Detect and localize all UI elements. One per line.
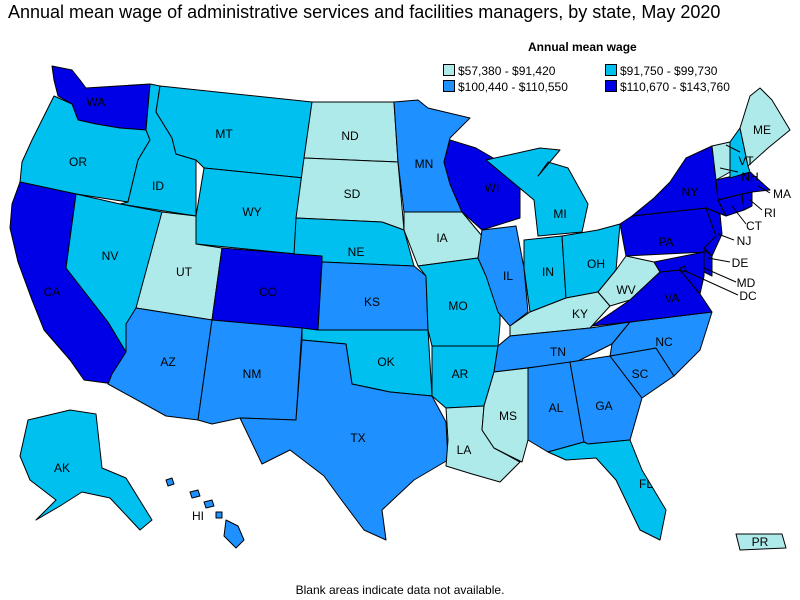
- state-label-wa: WA: [87, 95, 106, 109]
- legend-swatch-bin-2: [605, 64, 617, 76]
- state-label-ne: NE: [348, 245, 365, 259]
- state-label-hi: HI: [192, 509, 204, 523]
- legend-label-bin-3: $100,440 - $110,550: [458, 80, 568, 94]
- legend-swatch-bin-4: [605, 80, 617, 92]
- legend-swatch-bin-3: [443, 80, 455, 92]
- state-labels: WA OR CA ID NV MT WY UT AZ CO NM ND SD N…: [44, 95, 791, 549]
- state-ny: [631, 145, 727, 217]
- state-label-ga: GA: [595, 399, 612, 413]
- state-wi: [443, 139, 521, 231]
- state-label-oh: OH: [587, 257, 605, 271]
- legend-swatch-bin-1: [443, 64, 455, 76]
- state-label-ky: KY: [572, 307, 588, 321]
- state-label-sc: SC: [632, 367, 649, 381]
- state-label-nj: NJ: [737, 234, 752, 248]
- map-title: Annual mean wage of administrative servi…: [8, 2, 721, 22]
- state-label-wy: WY: [242, 205, 261, 219]
- state-label-mi: MI: [553, 207, 566, 221]
- legend-item-bin-4: $110,670 - $143,760: [605, 80, 730, 94]
- state-wy: [195, 167, 305, 255]
- leader-lines: [682, 144, 771, 296]
- state-label-tx: TX: [350, 431, 365, 445]
- state-label-in: IN: [542, 265, 554, 279]
- state-label-vt: VT: [738, 154, 754, 168]
- state-label-al: AL: [549, 401, 564, 415]
- state-label-dc: DC: [739, 289, 757, 303]
- legend-label-bin-4: $110,670 - $143,760: [620, 80, 730, 94]
- state-pr: [735, 533, 787, 551]
- state-label-pr: PR: [752, 535, 769, 549]
- state-label-ia: IA: [436, 231, 447, 245]
- state-label-nv: NV: [102, 249, 119, 263]
- state-label-sd: SD: [344, 187, 361, 201]
- state-md: [653, 251, 705, 295]
- state-label-mo: MO: [448, 299, 467, 313]
- state-label-co: CO: [259, 285, 277, 299]
- state-label-nc: NC: [655, 335, 673, 349]
- state-label-ak: AK: [54, 461, 70, 475]
- state-me: [739, 87, 791, 167]
- state-mi: [485, 147, 589, 237]
- legend-item-bin-1: $57,380 - $91,420: [443, 64, 555, 78]
- state-label-nh: NH: [741, 170, 758, 184]
- state-label-nd: ND: [341, 129, 359, 143]
- state-label-ms: MS: [499, 409, 517, 423]
- state-label-ma: MA: [773, 187, 791, 201]
- state-label-mt: MT: [215, 127, 233, 141]
- state-label-md: MD: [737, 276, 756, 290]
- state-label-mn: MN: [415, 157, 434, 171]
- legend-item-bin-2: $91,750 - $99,730: [605, 64, 717, 78]
- state-label-az: AZ: [160, 355, 175, 369]
- state-label-ar: AR: [452, 367, 469, 381]
- state-label-ny: NY: [682, 185, 699, 199]
- state-label-id: ID: [152, 179, 164, 193]
- state-fl: [547, 439, 667, 541]
- state-label-wi: WI: [485, 181, 500, 195]
- state-label-va: VA: [664, 291, 679, 305]
- state-label-wv: WV: [616, 283, 635, 297]
- state-label-ri: RI: [764, 206, 776, 220]
- state-label-ca: CA: [44, 285, 61, 299]
- legend-item-bin-3: $100,440 - $110,550: [443, 80, 568, 94]
- state-hi: [165, 477, 245, 549]
- state-nh: [729, 127, 751, 179]
- legend-label-bin-1: $57,380 - $91,420: [458, 64, 556, 78]
- state-label-me: ME: [753, 123, 771, 137]
- legend-title: Annual mean wage: [528, 40, 637, 54]
- state-label-or: OR: [69, 155, 87, 169]
- state-label-ok: OK: [377, 355, 394, 369]
- state-label-tn: TN: [550, 345, 566, 359]
- state-label-nm: NM: [243, 367, 262, 381]
- state-label-ks: KS: [364, 295, 380, 309]
- state-label-pa: PA: [658, 235, 673, 249]
- state-label-ct: CT: [746, 219, 763, 233]
- state-ak: [19, 409, 153, 531]
- state-label-fl: FL: [639, 477, 653, 491]
- state-label-ut: UT: [176, 265, 193, 279]
- legend-label-bin-2: $91,750 - $99,730: [620, 64, 718, 78]
- state-tx: [239, 339, 449, 541]
- state-label-de: DE: [732, 256, 749, 270]
- state-label-il: IL: [503, 269, 513, 283]
- footnote: Blank areas indicate data not available.: [295, 583, 505, 597]
- state-label-la: LA: [457, 443, 472, 457]
